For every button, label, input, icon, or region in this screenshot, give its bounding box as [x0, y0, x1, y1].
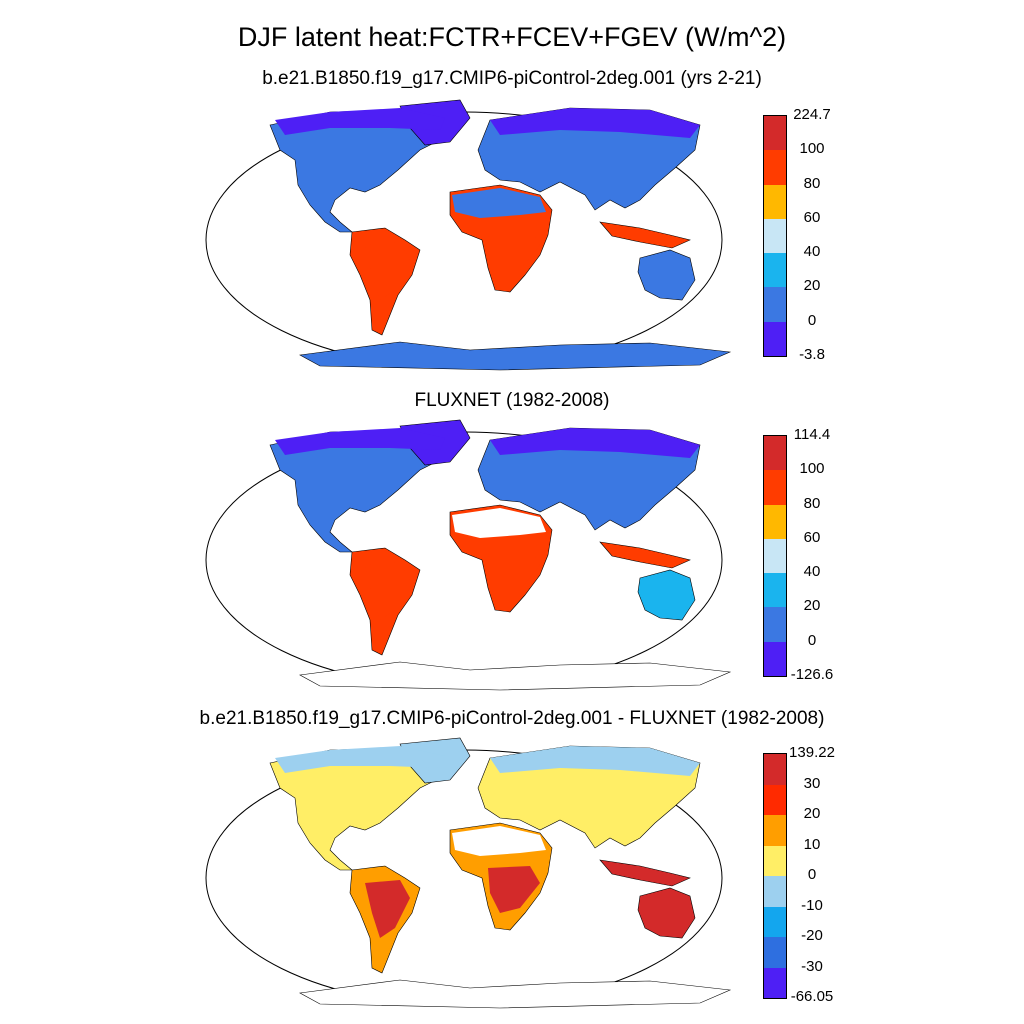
- land-indonesia: [599, 859, 691, 887]
- land-sahara: [452, 188, 546, 218]
- colorbar-label: 0: [807, 866, 817, 883]
- map-panel-2: [205, 419, 732, 691]
- land-arctic-north-america: [275, 746, 445, 773]
- land-sahara: [452, 826, 546, 856]
- map-panel-1: [205, 99, 732, 371]
- land-amazon: [365, 562, 410, 620]
- colorbar-3: [763, 753, 787, 999]
- colorbar-label: -20: [801, 927, 823, 944]
- land-central-africa: [488, 228, 540, 275]
- figure-title: DJF latent heat:FCTR+FCEV+FGEV (W/m^2): [237, 22, 787, 52]
- colorbar-segment: [764, 218, 786, 254]
- colorbar-segment: [764, 937, 786, 968]
- land-arctic-eurasia: [490, 428, 700, 458]
- colorbar-segment: [764, 967, 786, 998]
- colorbar-label: -66.05: [790, 988, 834, 1005]
- colorbar-segment: [764, 906, 786, 937]
- land-amazon: [365, 880, 410, 938]
- colorbar-segment: [764, 321, 786, 356]
- land-central-africa: [488, 548, 540, 595]
- colorbar-label: 224.7: [793, 106, 831, 123]
- colorbar-1: [763, 115, 787, 357]
- colorbar-label: -30: [801, 957, 823, 975]
- land-arctic-north-america: [275, 428, 445, 455]
- land-sahara: [452, 508, 546, 538]
- colorbar-label: -3.8: [799, 346, 825, 363]
- colorbar-label: -10: [801, 896, 823, 914]
- land-antarctica: [299, 341, 732, 371]
- colorbar-segment: [764, 538, 786, 574]
- colorbar-2: [763, 435, 787, 677]
- land-antarctica: [299, 979, 732, 1009]
- panel-1-subtitle: b.e21.B1850.f19_g17.CMIP6-piControl-2deg…: [262, 68, 762, 89]
- colorbar-label: 100: [799, 460, 825, 478]
- land-antarctica: [299, 661, 732, 691]
- colorbar-label: 139.22: [789, 744, 835, 761]
- colorbar-label: 80: [803, 494, 821, 512]
- colorbar-label: 100: [799, 140, 825, 158]
- colorbar-label: 0: [807, 311, 817, 329]
- colorbar-label: 10: [803, 835, 821, 853]
- land-indonesia: [599, 541, 691, 569]
- colorbar-label: 60: [803, 208, 821, 226]
- colorbar-label: 0: [807, 631, 817, 649]
- colorbar-segment: [764, 253, 786, 288]
- land-australia: [637, 249, 696, 301]
- land-indonesia: [599, 221, 691, 249]
- land-arctic-north-america: [275, 108, 445, 135]
- colorbar-segment: [764, 876, 786, 907]
- colorbar-segment: [764, 607, 786, 642]
- colorbar-segment: [764, 116, 786, 151]
- colorbar-segment: [764, 641, 786, 676]
- colorbar-segment: [764, 815, 786, 846]
- colorbar-segment: [764, 184, 786, 219]
- land-arctic-eurasia: [490, 108, 700, 138]
- colorbar-segment: [764, 470, 786, 505]
- colorbar-label: 20: [803, 805, 821, 822]
- land-arctic-eurasia: [490, 746, 700, 776]
- colorbar-segment: [764, 150, 786, 185]
- panel-3-subtitle: b.e21.B1850.f19_g17.CMIP6-piControl-2deg…: [199, 708, 825, 729]
- colorbar-label: 80: [803, 174, 821, 192]
- colorbar-label: 40: [803, 563, 821, 581]
- land-central-africa: [488, 866, 540, 913]
- colorbar-segment: [764, 504, 786, 539]
- land-australia: [637, 887, 696, 939]
- colorbar-label: 20: [803, 597, 821, 615]
- colorbar-segment: [764, 573, 786, 608]
- panel-2-subtitle: FLUXNET (1982-2008): [414, 390, 610, 411]
- map-panel-3: [205, 737, 732, 1009]
- colorbar-segment: [764, 845, 786, 876]
- colorbar-label: 60: [803, 528, 821, 546]
- colorbar-segment: [764, 436, 786, 471]
- colorbar-label: 30: [803, 774, 821, 792]
- colorbar-segment: [764, 784, 786, 815]
- colorbar-label: 114.4: [793, 426, 831, 443]
- colorbar-segment: [764, 754, 786, 785]
- land-australia: [637, 569, 696, 621]
- colorbar-label: 20: [803, 277, 821, 295]
- land-amazon: [365, 242, 410, 300]
- colorbar-label: 40: [803, 243, 821, 261]
- colorbar-label: -126.6: [790, 666, 834, 683]
- colorbar-segment: [764, 287, 786, 322]
